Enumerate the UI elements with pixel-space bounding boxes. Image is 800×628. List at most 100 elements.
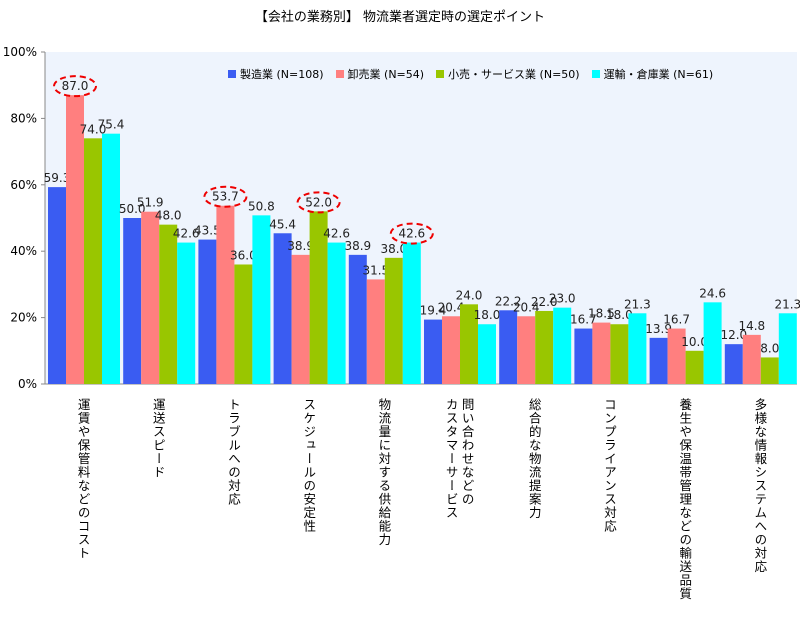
legend-label: 卸売業 (N=54) [347,68,425,81]
data-label: 16.7 [570,313,597,327]
legend-swatch [335,70,344,78]
legend-label: 小売・サービス業 (N=50) [448,68,580,81]
bar [366,279,385,384]
legend-swatch [228,70,236,78]
bar [348,254,367,384]
data-label: 24.0 [456,288,483,302]
data-label: 8.0 [760,341,779,355]
data-label: 50.0 [119,202,146,216]
data-label: 38.9 [344,239,371,253]
legend-item: 運輸・倉庫業 (N=61) [591,66,714,82]
data-label: 53.7 [212,190,239,204]
data-label: 36.0 [230,248,257,262]
data-label: 31.5 [362,263,389,277]
highlight-ellipse [53,75,97,98]
bar [402,242,421,384]
data-label: 38.0 [380,242,407,256]
legend: 製造業 (N=108) 卸売業 (N=54) 小売・サービス業 (N=50) 運輸・倉… [228,66,713,82]
data-label: 43.5 [194,224,221,238]
data-label: 23.0 [549,292,576,306]
data-label: 12.0 [720,328,747,342]
data-label: 21.3 [624,297,651,311]
bar [460,304,478,384]
x-tick-label: 養生や保温帯管理などの輸送品質 [677,398,693,601]
bar [384,257,403,384]
data-label: 22.2 [495,294,522,308]
data-label: 19.4 [420,304,447,318]
data-label: 75.4 [98,118,125,132]
data-label: 18.0 [474,308,501,322]
data-label: 74.0 [80,122,107,136]
data-label: 42.6 [398,227,425,241]
data-label: 24.6 [699,286,726,300]
bar [649,337,668,384]
highlight-ellipse [203,185,248,208]
chart-title: 【会社の業務別】 物流業者選定時の選定ポイント [254,10,546,25]
data-label: 42.6 [323,227,350,241]
legend-label: 製造業 (N=108) [240,68,324,81]
bar [309,211,328,384]
data-label: 51.9 [137,196,164,210]
bar [742,334,761,384]
bar [159,224,178,384]
bar [102,133,120,384]
bar [234,264,253,384]
x-tick-label: 運送スピード [150,398,166,479]
legend-label: 運輸・倉庫業 (N=61) [603,68,714,81]
x-tick-label: 総合的な物流提案力 [526,398,542,520]
data-label: 59.3 [44,171,71,185]
highlight-ellipse [389,222,434,245]
bar [535,310,554,384]
legend-item: 卸売業 (N=54) [335,66,425,82]
bar [198,239,217,384]
bar [499,310,518,384]
x-tick-label: 問い合わせなどの カスタマーサービス [443,398,475,520]
bar [760,357,779,384]
bar [610,324,629,384]
data-label: 20.4 [513,300,540,314]
bar [592,322,611,384]
data-label: 14.8 [738,319,765,333]
bar [703,302,722,384]
bar [553,307,572,384]
x-tick-label: コンプライアンス対応 [602,398,617,533]
bar [177,242,196,384]
highlight-ellipse [296,191,341,214]
bar [273,233,292,384]
y-tick-label: 20% [10,311,37,325]
data-label: 16.7 [663,313,690,327]
legend-item: 小売・サービス業 (N=50) [436,66,580,82]
x-tick-label: スケジュールの安定性 [301,398,317,533]
y-tick-label: 80% [10,111,37,125]
bar [517,316,536,384]
data-label: 18.0 [606,308,633,322]
bar [442,316,460,384]
bar [48,187,66,384]
data-label: 45.4 [269,217,296,231]
legend-swatch [591,70,600,78]
data-label: 18.5 [588,307,615,321]
bar [724,344,743,384]
legend-item: 製造業 (N=108) [228,66,324,82]
data-label: 20.4 [438,300,465,314]
data-label: 52.0 [305,195,332,209]
data-label: 10.0 [681,335,708,349]
bar [291,254,310,384]
bar [424,319,442,384]
bar [327,242,346,384]
x-tick-label: 多様な情報システムへの対応 [752,398,768,574]
x-tick-label: 物流量に対する供給能力 [376,398,392,547]
x-tick-label: トラブルへの対応 [226,398,241,506]
y-tick-label: 40% [10,244,37,258]
bar [84,138,102,384]
data-label: 21.3 [774,297,800,311]
x-tick-label: 運賃や保管料などのコスト [75,398,91,560]
bar [685,350,704,384]
data-label: 50.8 [248,199,275,213]
bar [667,328,686,384]
bar [628,313,647,384]
bar [574,328,593,384]
bar [778,313,797,384]
